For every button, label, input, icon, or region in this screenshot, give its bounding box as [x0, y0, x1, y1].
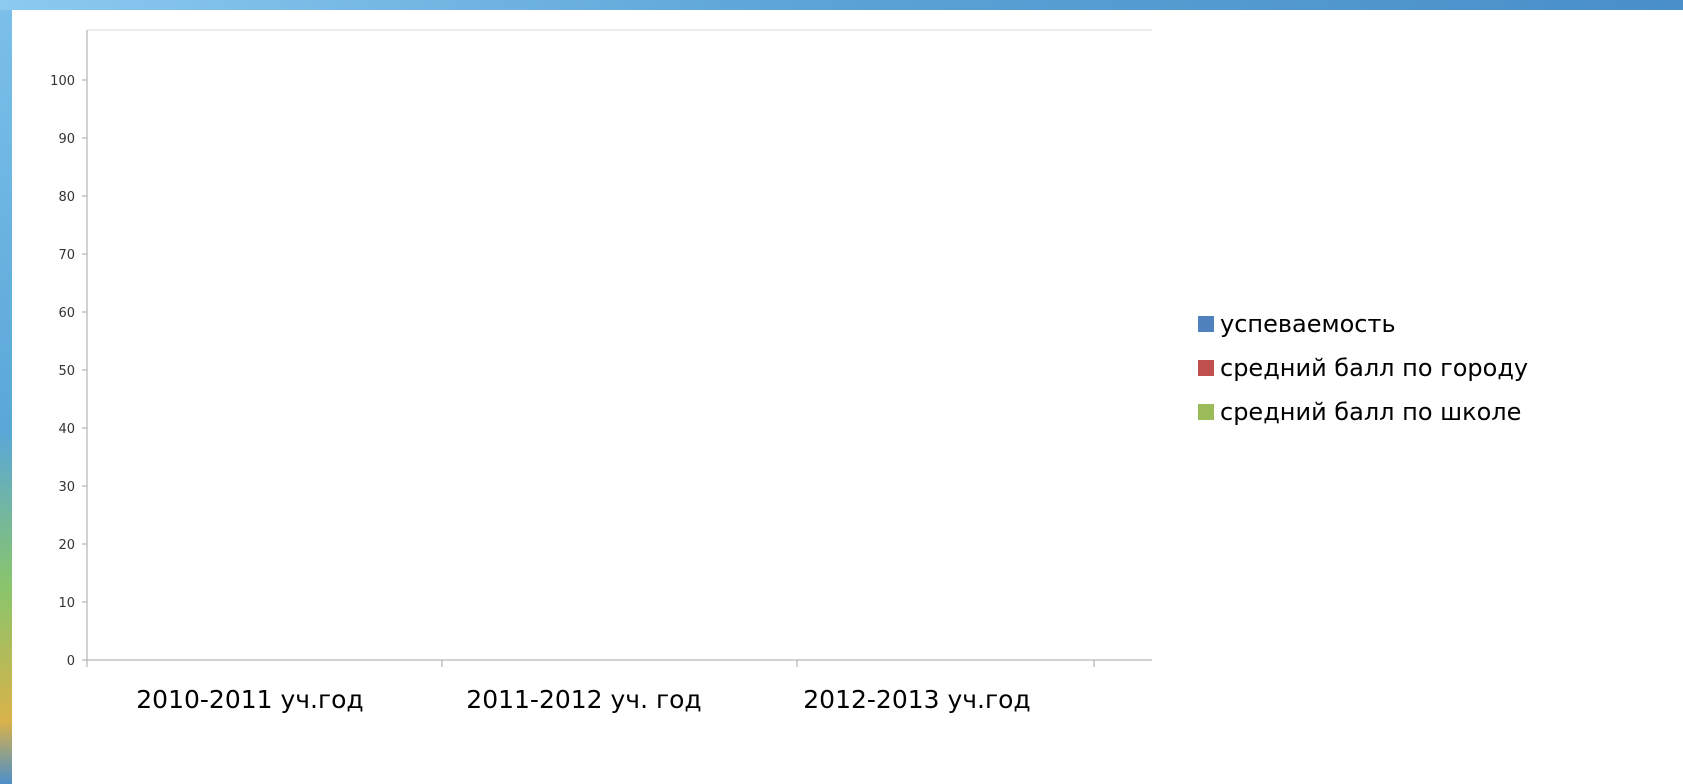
x-category-label: 2012-2013 уч.год	[803, 685, 1030, 714]
x-axis-ticks: 2010-2011 уч.год 2011-2012 уч. год 2012-20…	[86, 660, 1095, 714]
y-tick-label: 20	[58, 538, 75, 553]
chart-panel: 0 10 20 30 40 50 60 70 80 90 100 2010-2011 уч.год 2…	[12, 10, 1683, 784]
legend-swatch	[1198, 404, 1214, 420]
background-left-strip	[0, 0, 12, 784]
background-top-strip	[0, 0, 1683, 10]
y-tick-label: 60	[58, 306, 75, 321]
y-tick-label: 80	[58, 190, 75, 205]
legend-label: средний балл по городу	[1220, 354, 1528, 382]
y-tick-label: 100	[50, 74, 75, 89]
legend-swatch	[1198, 316, 1214, 332]
x-category-label: 2011-2012 уч. год	[466, 685, 701, 714]
y-tick-label: 30	[58, 480, 75, 495]
y-tick-label: 50	[58, 364, 75, 379]
legend-swatch	[1198, 360, 1214, 376]
y-tick-label: 70	[58, 248, 75, 263]
legend-label: успеваемость	[1220, 310, 1396, 338]
y-tick-label: 10	[58, 596, 75, 611]
y-tick-label: 90	[58, 132, 75, 147]
legend: успеваемость средний балл по городу средни…	[1198, 310, 1528, 426]
y-tick-label: 0	[67, 654, 75, 669]
legend-label: средний балл по школе	[1220, 398, 1521, 426]
y-axis-ticks: 0 10 20 30 40 50 60 70 80 90 100	[50, 74, 87, 669]
x-category-label: 2010-2011 уч.год	[136, 685, 363, 714]
y-tick-label: 40	[58, 422, 75, 437]
